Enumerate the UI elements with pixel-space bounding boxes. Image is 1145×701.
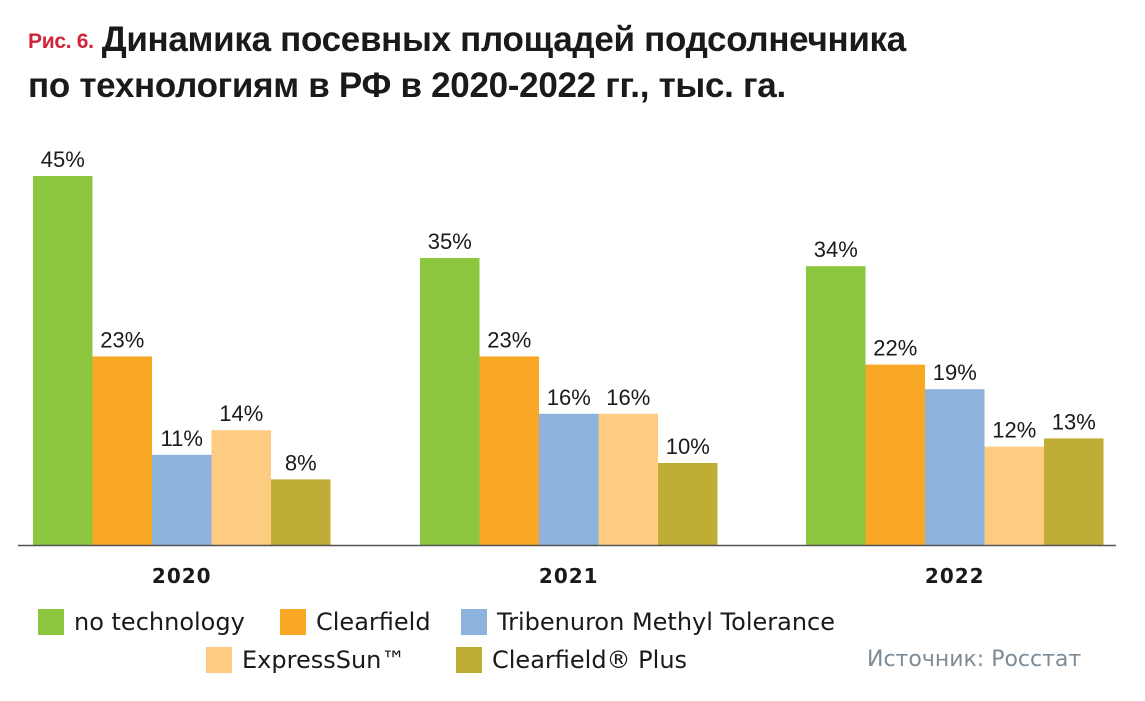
data-label-2022-0: 34% bbox=[814, 237, 858, 262]
bar-2020-2 bbox=[152, 454, 212, 545]
category-label-2020: 2020 bbox=[152, 564, 212, 588]
bar-2022-2 bbox=[925, 389, 985, 545]
bar-2022-3 bbox=[984, 446, 1044, 545]
bar-2020-3 bbox=[211, 430, 271, 545]
legend-swatch-clearfield bbox=[280, 609, 306, 635]
legend-swatch-no-technology bbox=[38, 609, 64, 635]
legend-label-expresssun: ExpressSun™ bbox=[242, 646, 406, 674]
data-label-2020-1: 23% bbox=[100, 327, 144, 352]
bar-2022-4 bbox=[1044, 438, 1104, 545]
title-line-1: Рис. 6. Динамика посевных площадей подсол… bbox=[28, 18, 1118, 64]
legend-item-tribenuron: Tribenuron Methyl Tolerance bbox=[461, 607, 835, 637]
legend-label-clearfield: Clearfield bbox=[316, 608, 431, 636]
legend-label-tribenuron: Tribenuron Methyl Tolerance bbox=[497, 608, 835, 636]
legend-item-clearfield: Clearfield bbox=[280, 607, 431, 637]
source-note: Источник: Росстат bbox=[867, 647, 1082, 672]
legend-label-no-technology: no technology bbox=[74, 608, 245, 636]
chart-title: Рис. 6. Динамика посевных площадей подсол… bbox=[28, 18, 1118, 108]
data-label-2020-3: 14% bbox=[219, 401, 263, 426]
bar-2021-3 bbox=[598, 413, 658, 545]
title-text-1: Динамика посевных площадей подсолнечника bbox=[101, 20, 907, 59]
data-label-2021-0: 35% bbox=[428, 229, 472, 254]
bar-2021-0 bbox=[420, 258, 480, 545]
legend-item-expresssun: ExpressSun™ bbox=[206, 645, 405, 675]
data-label-2020-2: 11% bbox=[161, 426, 203, 451]
bar-2021-4 bbox=[658, 463, 718, 545]
data-label-2021-3: 16% bbox=[606, 385, 650, 410]
legend-swatch-expresssun bbox=[206, 647, 232, 673]
data-label-2020-0: 45% bbox=[41, 147, 85, 172]
bar-2020-1 bbox=[92, 356, 152, 545]
legend-label-clearfield-plus: Clearfield® Plus bbox=[492, 646, 688, 674]
legend-swatch-tribenuron bbox=[461, 609, 487, 635]
figure-label: Рис. 6. bbox=[28, 30, 94, 53]
legend-item-clearfield-plus: Clearfield® Plus bbox=[456, 645, 687, 675]
bar-2020-4 bbox=[271, 479, 331, 545]
bar-2021-2 bbox=[539, 413, 599, 545]
data-label-2020-4: 8% bbox=[285, 450, 317, 475]
data-label-2022-2: 19% bbox=[933, 360, 977, 385]
data-label-2022-1: 22% bbox=[873, 336, 917, 361]
bar-2022-1 bbox=[865, 364, 925, 545]
data-label-2021-2: 16% bbox=[547, 385, 591, 410]
title-line-2: по технологиям в РФ в 2020-2022 гг., тыс… bbox=[28, 66, 786, 105]
bar-2022-0 bbox=[806, 266, 866, 545]
category-label-2022: 2022 bbox=[925, 564, 985, 588]
bar-2021-1 bbox=[479, 356, 539, 545]
legend-item-no-technology: no technology bbox=[38, 607, 245, 637]
legend-swatch-clearfield-plus bbox=[456, 647, 482, 673]
data-label-2022-4: 13% bbox=[1052, 409, 1096, 434]
category-label-2021: 2021 bbox=[539, 564, 599, 588]
bar-2020-0 bbox=[33, 176, 93, 545]
data-label-2022-3: 12% bbox=[992, 418, 1036, 443]
data-label-2021-4: 10% bbox=[666, 434, 710, 459]
data-label-2021-1: 23% bbox=[487, 327, 531, 352]
